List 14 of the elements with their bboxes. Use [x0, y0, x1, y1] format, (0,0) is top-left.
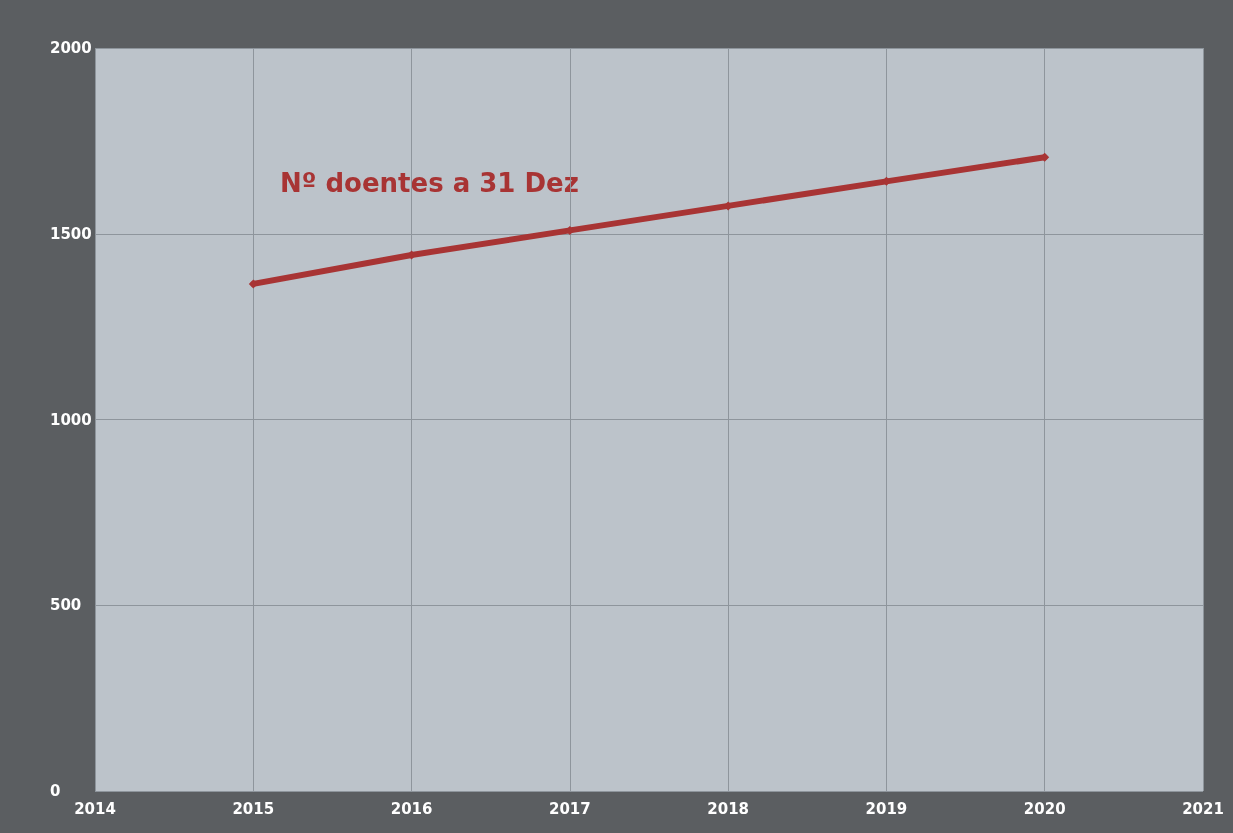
y-tick-label: 500: [50, 596, 82, 615]
y-tick-label: 0: [50, 782, 61, 800]
y-tick-label: 1000: [50, 410, 92, 429]
x-tick-label: 2016: [390, 799, 433, 818]
series-label: Nº doentes a 31 Dez: [280, 168, 579, 198]
y-tick-label: 1500: [50, 224, 92, 243]
x-tick-label: 2020: [1023, 799, 1066, 818]
x-tick-label: 2014: [74, 799, 116, 818]
x-tick-label: 2015: [232, 799, 275, 818]
x-tick-label: 2021: [1182, 799, 1224, 818]
x-tick-label: 2019: [865, 799, 908, 818]
x-tick-label: 2018: [707, 799, 750, 818]
y-tick-label: 2000: [50, 39, 92, 57]
x-tick-label: 2017: [548, 799, 591, 818]
